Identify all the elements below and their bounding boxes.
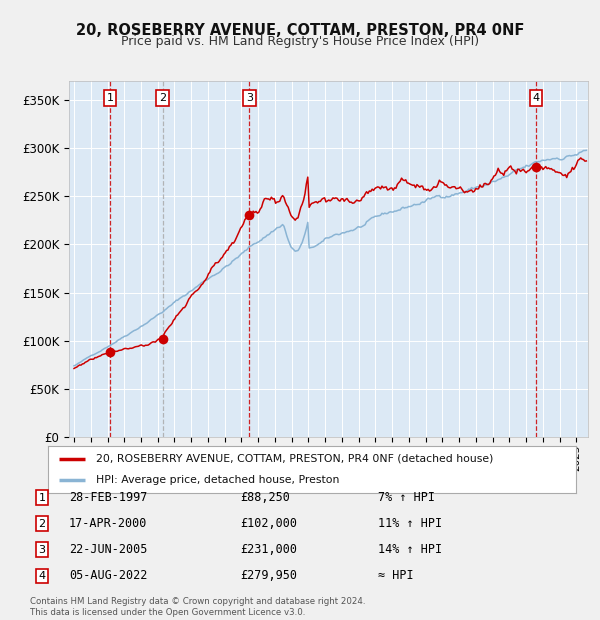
Text: Price paid vs. HM Land Registry's House Price Index (HPI): Price paid vs. HM Land Registry's House … (121, 35, 479, 48)
Text: 2: 2 (159, 93, 166, 103)
Text: Contains HM Land Registry data © Crown copyright and database right 2024.
This d: Contains HM Land Registry data © Crown c… (30, 598, 365, 617)
Text: £279,950: £279,950 (240, 570, 297, 582)
Text: HPI: Average price, detached house, Preston: HPI: Average price, detached house, Pres… (95, 476, 339, 485)
Text: 28-FEB-1997: 28-FEB-1997 (69, 492, 148, 504)
Text: £102,000: £102,000 (240, 518, 297, 530)
Text: 2: 2 (38, 519, 46, 529)
Text: 7% ↑ HPI: 7% ↑ HPI (378, 492, 435, 504)
Text: 20, ROSEBERRY AVENUE, COTTAM, PRESTON, PR4 0NF (detached house): 20, ROSEBERRY AVENUE, COTTAM, PRESTON, P… (95, 454, 493, 464)
Text: 1: 1 (38, 493, 46, 503)
Text: £231,000: £231,000 (240, 544, 297, 556)
Text: 14% ↑ HPI: 14% ↑ HPI (378, 544, 442, 556)
Text: 3: 3 (38, 545, 46, 555)
Text: 05-AUG-2022: 05-AUG-2022 (69, 570, 148, 582)
Text: 1: 1 (107, 93, 113, 103)
Text: £88,250: £88,250 (240, 492, 290, 504)
Text: 22-JUN-2005: 22-JUN-2005 (69, 544, 148, 556)
Text: ≈ HPI: ≈ HPI (378, 570, 413, 582)
Text: 17-APR-2000: 17-APR-2000 (69, 518, 148, 530)
Text: 4: 4 (532, 93, 539, 103)
Text: 11% ↑ HPI: 11% ↑ HPI (378, 518, 442, 530)
Text: 4: 4 (38, 571, 46, 581)
Text: 20, ROSEBERRY AVENUE, COTTAM, PRESTON, PR4 0NF: 20, ROSEBERRY AVENUE, COTTAM, PRESTON, P… (76, 23, 524, 38)
Text: 3: 3 (246, 93, 253, 103)
